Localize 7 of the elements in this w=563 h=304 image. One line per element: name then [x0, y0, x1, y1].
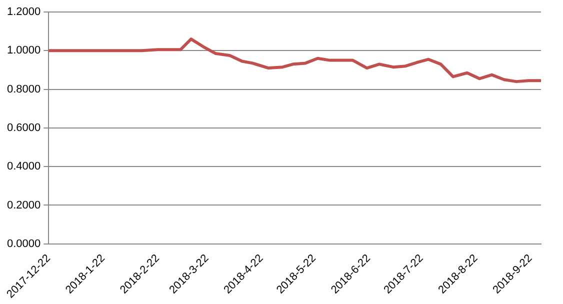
y-tick-label: 1.2000	[6, 6, 41, 18]
y-tick-label: 0.2000	[6, 199, 41, 212]
y-tick-label: 0.8000	[6, 83, 41, 96]
y-tick-label: 1.0000	[6, 44, 41, 57]
y-tick-label: 0.4000	[6, 160, 41, 173]
y-tick-label: 0.0000	[6, 238, 41, 250]
y-tick-label: 0.6000	[6, 122, 41, 134]
